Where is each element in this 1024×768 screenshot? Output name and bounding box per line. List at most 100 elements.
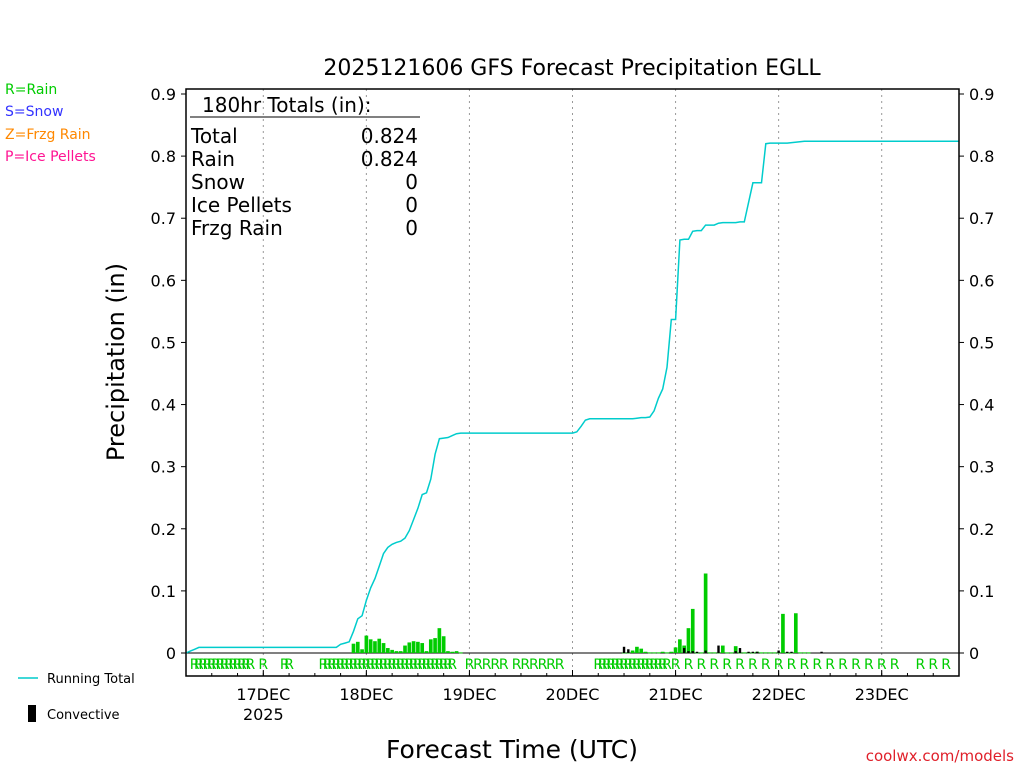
rain-bar bbox=[763, 652, 768, 654]
precip-type-mark: R bbox=[404, 657, 414, 673]
precip-type-mark: R bbox=[396, 657, 406, 673]
rain-bar bbox=[394, 651, 399, 653]
convective-bar bbox=[717, 645, 720, 653]
convective-bar bbox=[695, 651, 699, 653]
precip-type-mark: R bbox=[228, 657, 238, 673]
y-axis-left: 0 0.1 0.2 0.3 0.4 0.5 0.6 0.7 0.8 0.9 bbox=[151, 85, 186, 663]
credit-text: coolwx.com/models bbox=[866, 747, 1014, 765]
precip-type-mark: R bbox=[684, 657, 694, 673]
convective-bar bbox=[751, 651, 755, 653]
rain-bar bbox=[390, 649, 394, 653]
y-tick-label: 0.3 bbox=[151, 458, 176, 477]
rain-bar bbox=[703, 573, 708, 653]
precip-type-mark: R bbox=[877, 657, 887, 673]
rain-bar bbox=[364, 635, 369, 653]
rain-bar bbox=[660, 651, 665, 653]
precip-type-mark: R bbox=[353, 657, 363, 673]
precip-type-mark: R bbox=[774, 657, 784, 673]
precip-type-mark: R bbox=[349, 657, 359, 673]
precip-type-mark: R bbox=[327, 657, 337, 673]
precip-type-mark: R bbox=[654, 657, 664, 673]
precip-type-mark: R bbox=[851, 657, 861, 673]
rain-bar bbox=[368, 639, 373, 653]
precip-type-mark: R bbox=[387, 657, 397, 673]
precip-type-mark: R bbox=[413, 657, 423, 673]
rain-bar bbox=[351, 643, 356, 653]
precip-type-mark: R bbox=[439, 657, 449, 673]
rain-bar bbox=[742, 652, 747, 654]
rain-bar bbox=[630, 650, 635, 653]
totals-label: Total bbox=[190, 124, 238, 148]
rain-bar bbox=[772, 652, 777, 654]
precip-type-mark: R bbox=[555, 657, 565, 673]
convective-bar bbox=[734, 651, 737, 653]
rain-bar bbox=[647, 652, 652, 654]
precip-type-mark: R bbox=[641, 657, 651, 673]
precip-type-mark: R bbox=[392, 657, 402, 673]
rain-bar bbox=[639, 648, 644, 653]
y-tick-label-right: 0 bbox=[969, 644, 979, 663]
running-total-line bbox=[185, 140, 959, 654]
rain-bar bbox=[793, 613, 798, 653]
precip-type-mark: R bbox=[482, 657, 492, 673]
precip-type-mark: R bbox=[520, 657, 530, 673]
precip-type-mark: R bbox=[319, 657, 329, 673]
rain-bar bbox=[699, 652, 704, 654]
precip-type-mark: R bbox=[709, 657, 719, 673]
x-tick-label: 18DEC bbox=[339, 685, 393, 704]
x-tick-sublabel: 2025 bbox=[243, 705, 284, 724]
precip-type-mark: R bbox=[198, 657, 208, 673]
rain-bar bbox=[420, 643, 425, 653]
convective-bar bbox=[790, 651, 793, 653]
legend-convective-swatch bbox=[28, 705, 36, 722]
rain-bar bbox=[416, 641, 420, 653]
totals-value: 0 bbox=[405, 193, 418, 217]
y-axis-label: Precipitation (in) bbox=[102, 263, 130, 461]
rain-bar bbox=[441, 636, 446, 653]
rain-bar bbox=[781, 613, 785, 653]
rain-bar bbox=[725, 652, 729, 654]
precip-type-mark: R bbox=[602, 657, 612, 673]
precip-type-mark: R bbox=[237, 657, 247, 673]
precip-type-mark: R bbox=[215, 657, 225, 673]
y-tick-label: 0.9 bbox=[151, 85, 176, 104]
rain-bar bbox=[433, 638, 437, 653]
precip-type-mark: R bbox=[357, 657, 367, 673]
precip-type-mark: R bbox=[220, 657, 230, 673]
precip-type-mark: R bbox=[499, 657, 509, 673]
precip-type-mark: R bbox=[400, 657, 410, 673]
precip-type-mark: R bbox=[490, 657, 500, 673]
precip-type-mark: R bbox=[890, 657, 900, 673]
precip-type-mark: R bbox=[671, 657, 681, 673]
legend-rain: R=Rain bbox=[5, 82, 58, 98]
x-tick-label: 22DEC bbox=[752, 685, 806, 704]
rain-bar bbox=[712, 652, 717, 654]
totals-label: Ice Pellets bbox=[191, 193, 292, 217]
precip-type-mark: R bbox=[379, 657, 389, 673]
totals-label: Snow bbox=[191, 170, 245, 194]
rain-bar bbox=[733, 646, 738, 653]
y-tick-label-right: 0.8 bbox=[969, 147, 994, 166]
y-tick-label: 0.1 bbox=[151, 582, 176, 601]
y-tick-label: 0.6 bbox=[151, 271, 176, 290]
rain-bar bbox=[673, 647, 678, 653]
precip-type-mark: R bbox=[606, 657, 616, 673]
precip-type-mark: R bbox=[649, 657, 659, 673]
precip-type-mark: R bbox=[761, 657, 771, 673]
y-tick-label: 0 bbox=[166, 644, 176, 663]
totals-label: Frzg Rain bbox=[191, 216, 283, 240]
rain-bar bbox=[437, 628, 442, 653]
precip-type-mark: R bbox=[280, 657, 290, 673]
y-tick-label-right: 0.2 bbox=[969, 520, 994, 539]
rain-bar bbox=[454, 651, 459, 653]
precip-type-mark: R bbox=[619, 657, 629, 673]
legend-convective-label: Convective bbox=[47, 708, 120, 723]
precip-type-mark: R bbox=[636, 657, 646, 673]
precip-type-mark: R bbox=[735, 657, 745, 673]
precip-type-mark: R bbox=[611, 657, 621, 673]
precip-type-mark: R bbox=[598, 657, 608, 673]
precip-type-mark: R bbox=[211, 657, 221, 673]
rain-bar bbox=[355, 641, 360, 653]
convective-bar bbox=[622, 646, 626, 653]
